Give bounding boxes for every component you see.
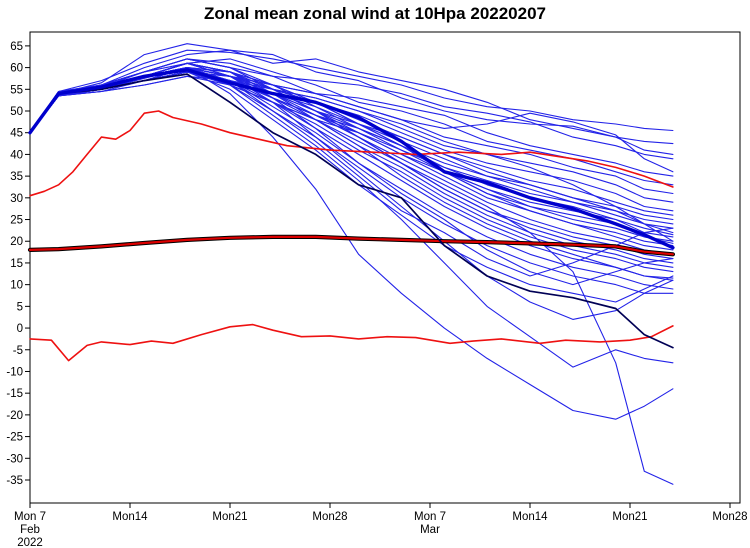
control-run-line — [29, 73, 674, 349]
svg-text:-30: -30 — [6, 453, 23, 465]
svg-text:Mon14: Mon14 — [112, 511, 148, 523]
svg-text:Mon 7: Mon 7 — [414, 511, 446, 523]
svg-text:Mon14: Mon14 — [512, 511, 548, 523]
svg-text:Mon21: Mon21 — [612, 511, 647, 523]
svg-text:65: 65 — [10, 41, 23, 53]
svg-text:-15: -15 — [6, 388, 23, 400]
chart-title: Zonal mean zonal wind at 10Hpa 20220207 — [203, 4, 547, 23]
svg-text:2022: 2022 — [17, 537, 43, 548]
svg-text:40: 40 — [10, 149, 23, 161]
svg-text:60: 60 — [10, 63, 23, 75]
ensemble-members — [29, 43, 674, 485]
svg-text:-5: -5 — [13, 345, 23, 357]
svg-text:10: 10 — [10, 280, 23, 292]
svg-text:35: 35 — [10, 171, 23, 183]
svg-text:20: 20 — [10, 236, 23, 248]
svg-text:Mon28: Mon28 — [312, 511, 347, 523]
svg-text:-10: -10 — [6, 366, 23, 378]
svg-text:45: 45 — [10, 128, 23, 140]
svg-text:Feb: Feb — [20, 524, 40, 536]
svg-text:55: 55 — [10, 84, 23, 96]
ensemble-mean-line — [28, 68, 675, 250]
svg-text:30: 30 — [10, 193, 23, 205]
svg-text:Mon21: Mon21 — [212, 511, 247, 523]
svg-text:Mon28: Mon28 — [712, 511, 747, 523]
svg-text:-35: -35 — [6, 475, 23, 487]
svg-text:0: 0 — [17, 323, 23, 335]
svg-text:-25: -25 — [6, 432, 23, 444]
climate-bounds — [29, 110, 674, 362]
svg-text:5: 5 — [17, 301, 23, 313]
y-axis: 65605550454035302520151050-5-10-15-20-25… — [6, 41, 30, 487]
svg-text:-20: -20 — [6, 410, 23, 422]
svg-text:15: 15 — [10, 258, 23, 270]
svg-text:50: 50 — [10, 106, 23, 118]
svg-text:Mar: Mar — [420, 524, 440, 536]
svg-text:Mon 7: Mon 7 — [14, 511, 46, 523]
svg-text:25: 25 — [10, 215, 23, 227]
plot-border — [29, 31, 741, 504]
climate-mean-line — [27, 234, 676, 257]
